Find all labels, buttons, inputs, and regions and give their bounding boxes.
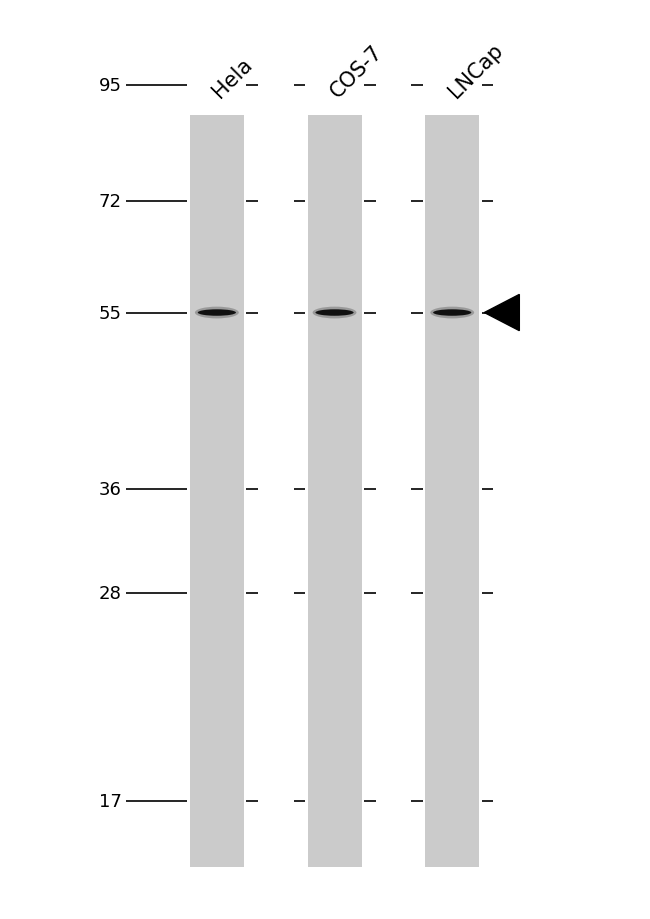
Bar	[190, 116, 244, 867]
Text: 28: 28	[99, 584, 122, 603]
Text: 72: 72	[98, 192, 122, 210]
Text: Hela: Hela	[209, 54, 257, 102]
Ellipse shape	[313, 307, 356, 319]
Text: 55: 55	[98, 304, 122, 323]
Text: COS-7: COS-7	[327, 42, 387, 102]
Text: 36: 36	[99, 480, 122, 498]
Bar	[425, 116, 479, 867]
Ellipse shape	[433, 310, 471, 316]
Text: LNCap: LNCap	[445, 40, 506, 102]
Ellipse shape	[198, 310, 236, 316]
Text: 95: 95	[98, 77, 122, 96]
Polygon shape	[484, 295, 519, 331]
Text: 17: 17	[99, 791, 122, 810]
Ellipse shape	[315, 310, 354, 316]
Ellipse shape	[195, 307, 239, 319]
Bar	[307, 116, 361, 867]
Ellipse shape	[430, 307, 474, 319]
